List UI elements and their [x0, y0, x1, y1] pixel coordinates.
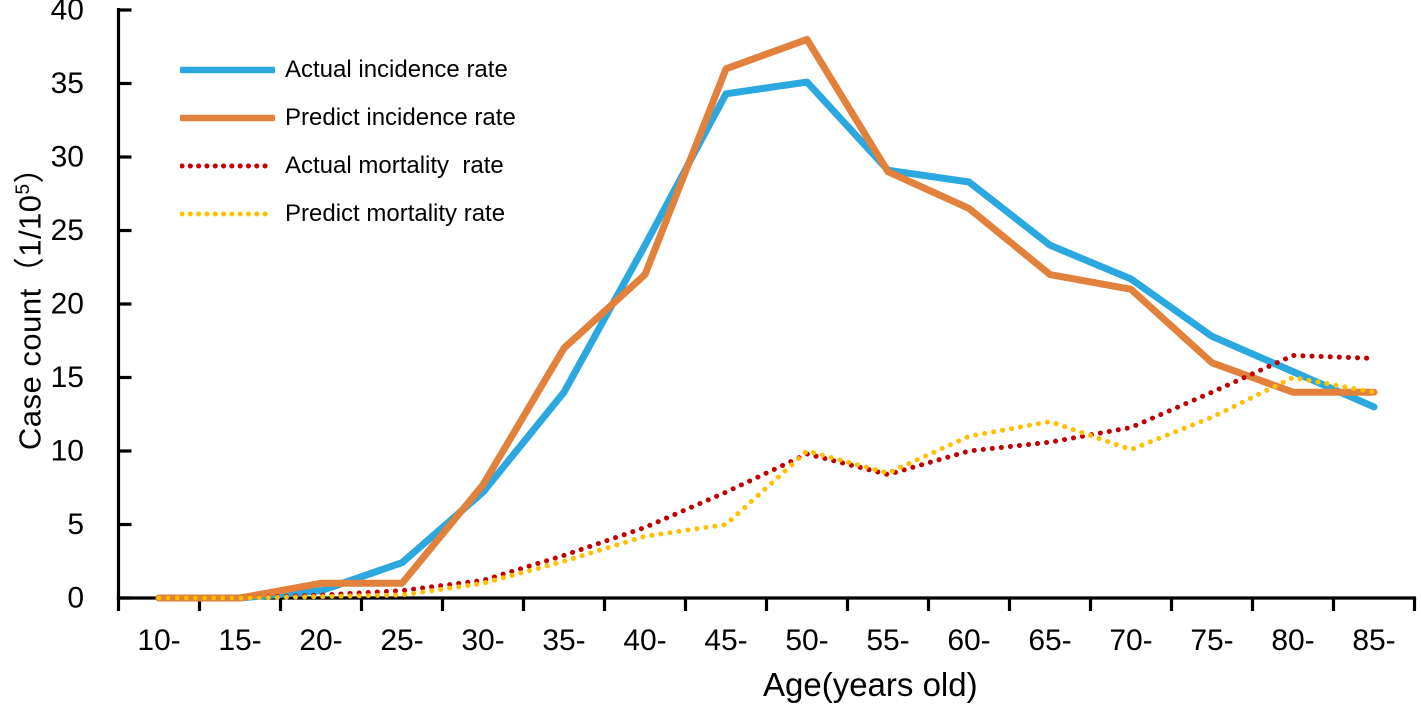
y-tick-label: 15: [51, 361, 84, 394]
legend-item-actual-incidence: Actual incidence rate: [180, 54, 516, 86]
legend-item-actual-mortality: Actual mortality rate: [180, 150, 516, 182]
legend-line-swatch: [180, 114, 275, 122]
y-tick-label: 40: [51, 0, 84, 27]
x-tick-label: 20-: [299, 624, 342, 657]
y-tick-label: 10: [51, 435, 84, 468]
legend-label: Predict incidence rate: [285, 104, 516, 131]
legend-line-swatch: [180, 163, 275, 169]
x-tick-label: 80-: [1271, 624, 1314, 657]
y-axis-title: Case count（1/105）: [5, 152, 50, 450]
legend-label: Actual mortality rate: [285, 152, 504, 179]
x-tick-label: 10-: [137, 624, 180, 657]
legend-item-predict-mortality: Predict mortality rate: [180, 198, 516, 230]
legend-line-swatch: [180, 211, 275, 217]
x-tick-label: 55-: [866, 624, 909, 657]
x-tick-label: 30-: [461, 624, 504, 657]
y-tick-label: 35: [51, 67, 84, 100]
y-tick-label: 0: [67, 582, 84, 615]
legend-line-swatch: [180, 66, 275, 74]
y-tick-label: 20: [51, 288, 84, 321]
legend-label: Predict mortality rate: [285, 200, 506, 227]
y-tick-label: 25: [51, 214, 84, 247]
series-line-predict-incidence-rate: [155, 35, 1378, 602]
x-tick-label: 60-: [947, 624, 990, 657]
x-tick-label: 50-: [785, 624, 828, 657]
legend-label: Actual incidence rate: [285, 56, 508, 83]
y-axis-title-superscript: 5: [13, 183, 35, 195]
x-tick-label: 35-: [542, 624, 585, 657]
x-tick-label: 25-: [380, 624, 423, 657]
x-tick-label: 75-: [1190, 624, 1233, 657]
x-tick-label: 15-: [218, 624, 261, 657]
x-axis-title: Age(years old): [763, 666, 978, 703]
y-axis-title-text: Case count（1/10: [12, 194, 48, 451]
series-line-actual-mortality-rate: [156, 352, 1377, 601]
x-tick-label: 40-: [623, 624, 666, 657]
x-tick-label: 70-: [1109, 624, 1152, 657]
x-tick-label: 65-: [1028, 624, 1071, 657]
series-line-predict-mortality-rate: [156, 375, 1377, 601]
y-tick-label: 30: [51, 141, 84, 174]
y-axis-title-close: ）: [12, 151, 48, 184]
x-tick-label: 85-: [1352, 624, 1395, 657]
legend: Actual incidence rate Predict incidence …: [180, 54, 516, 246]
series-line-actual-incidence-rate: [155, 78, 1378, 602]
y-tick-label: 5: [67, 508, 84, 541]
x-tick-label: 45-: [704, 624, 747, 657]
legend-item-predict-incidence: Predict incidence rate: [180, 102, 516, 134]
